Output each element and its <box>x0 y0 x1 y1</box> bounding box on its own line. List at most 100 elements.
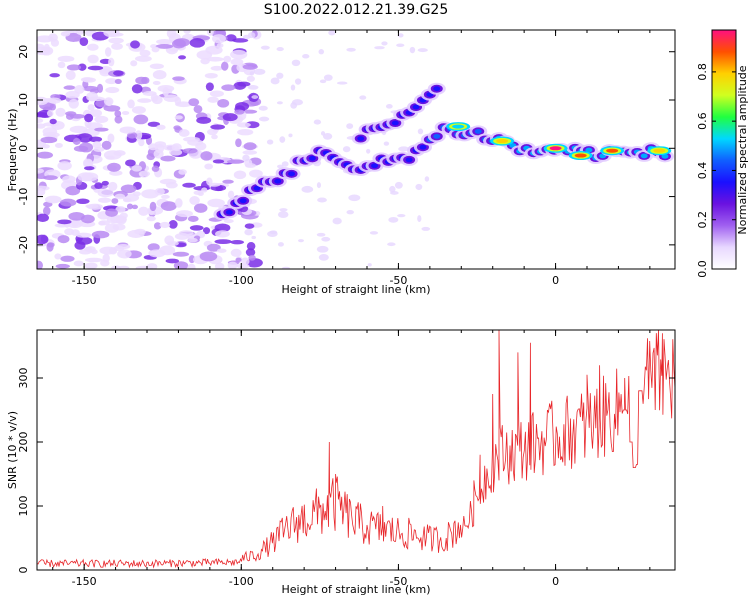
spectrogram-noise-blob <box>37 151 53 159</box>
spectrogram-noise-blob <box>103 30 120 38</box>
spectrogram-noise-blob <box>49 118 57 125</box>
spectrogram-noise-blob <box>153 222 162 230</box>
spectrogram-noise-blob <box>126 203 134 210</box>
spectrogram-noise-blob <box>281 161 289 167</box>
spectrogram-noise-blob <box>94 115 109 124</box>
spectrogram-noise-blob <box>173 38 190 47</box>
spectrogram-noise-blob <box>236 122 251 128</box>
spectrogram-noise-blob <box>138 206 149 216</box>
spectrogram-noise-blob <box>103 97 114 106</box>
spectrogram-noise-blob <box>130 40 140 49</box>
snr-ytick-label: 100 <box>17 496 30 517</box>
spectrogram-ridge-core <box>371 163 379 169</box>
spectrogram-noise-blob <box>114 110 122 118</box>
spectrogram-noise-blob <box>189 38 205 48</box>
spectrogram-noise-blob <box>76 198 90 205</box>
spectrogram-ytick-label: 10 <box>17 93 30 107</box>
spectrogram-noise-blob <box>65 111 77 117</box>
spectrogram-noise-blob <box>122 197 132 203</box>
spectrogram-noise-blob <box>42 127 58 137</box>
spectrogram-noise-blob <box>107 133 115 143</box>
spectrogram-ylabel: Frequency (Hz) <box>6 109 19 192</box>
colorbar-tick-label: 0.6 <box>696 112 709 130</box>
spectrogram-noise-blob <box>221 84 236 91</box>
spectrogram-noise-blob <box>276 47 284 52</box>
spectrogram-noise-blob <box>156 124 166 130</box>
spectrogram-ridge-core <box>661 153 669 159</box>
spectrogram-noise-blob <box>369 231 379 235</box>
snr-xtick-label: -50 <box>389 575 407 588</box>
spectrogram-noise-blob <box>160 201 177 211</box>
spectrogram-noise-blob <box>139 49 151 57</box>
spectrogram-ytick-label: 20 <box>17 45 30 59</box>
spectrogram-noise-blob <box>200 57 210 65</box>
spectrogram-noise-blob <box>243 142 257 151</box>
spectrogram-noise-blob <box>233 170 247 180</box>
spectrogram-noise-blob <box>37 185 50 191</box>
spectrogram-noise-blob <box>42 206 51 216</box>
spectrogram-noise-blob <box>260 45 270 50</box>
spectrogram-noise-blob <box>155 43 174 49</box>
spectrogram-noise-blob <box>291 59 301 67</box>
spectrogram-noise-blob <box>206 243 221 252</box>
spectrogram-noise-blob <box>235 138 242 148</box>
spectrogram-noise-blob <box>245 248 256 257</box>
spectrogram-noise-blob <box>291 99 304 106</box>
snr-series-line <box>37 330 675 569</box>
spectrogram-noise-blob <box>249 169 263 178</box>
spectrogram-noise-blob <box>189 225 204 231</box>
spectrogram-noise-blob <box>183 30 191 34</box>
spectrogram-noise-blob <box>108 37 124 44</box>
spectrogram-noise-blob <box>131 165 143 172</box>
spectrogram-noise-blob <box>320 131 326 136</box>
spectrogram-noise-blob <box>108 181 118 192</box>
spectrogram-noise-blob <box>290 84 296 91</box>
spectrogram-noise-blob <box>37 213 49 222</box>
spectrogram-noise-blob <box>366 148 371 154</box>
spectrogram-noise-blob <box>82 85 99 92</box>
spectrogram-noise-blob <box>37 260 43 269</box>
snr-xtick-label: 0 <box>552 575 559 588</box>
spectrogram-noise-blob <box>65 70 76 81</box>
spectrogram-noise-blob <box>88 96 105 102</box>
spectrogram-noise-blob <box>253 68 266 75</box>
spectrogram-noise-blob <box>230 239 245 245</box>
spectrogram-noise-blob <box>348 194 361 202</box>
spectrogram-noise-blob <box>389 185 396 193</box>
spectrogram-noise-blob <box>141 189 160 199</box>
spectrogram-noise-blob <box>73 260 84 267</box>
spectrogram-xtick-label: -100 <box>229 274 254 287</box>
spectrogram-peak <box>496 139 509 144</box>
spectrogram-noise-blob <box>98 220 106 226</box>
spectrogram-noise-blob <box>79 37 89 46</box>
spectrogram-noise-blob <box>147 243 160 252</box>
spectrogram-noise-blob <box>214 239 232 245</box>
spectrogram-noise-blob <box>415 183 423 191</box>
spectrogram-noise-blob <box>216 248 227 253</box>
spectrogram-noise-blob <box>156 39 173 45</box>
spectrogram-noise-blob <box>221 61 229 71</box>
spectrogram-noise-blob <box>207 96 219 103</box>
spectrogram-noise-blob <box>258 116 270 122</box>
spectrogram-noise-blob <box>90 249 98 255</box>
spectrogram-noise-blob <box>173 261 189 269</box>
spectrogram-noise-blob <box>91 230 110 239</box>
spectrogram-noise-blob <box>150 93 159 102</box>
spectrogram-noise-blob <box>66 64 82 71</box>
spectrogram-noise-blob <box>165 258 180 264</box>
spectrogram-noise-blob <box>81 172 99 182</box>
spectrogram-noise-blob <box>101 180 109 186</box>
spectrogram-noise-blob <box>147 121 161 127</box>
spectrogram-noise-blob <box>57 61 66 69</box>
spectrogram-peak <box>549 146 562 151</box>
spectrogram-noise-blob <box>113 70 124 76</box>
spectrogram-noise-blob <box>115 205 126 213</box>
spectrogram-noise-blob <box>176 210 193 218</box>
snr-axes: -150 -100 -50 0 0 100 200 300 <box>17 330 675 588</box>
spectrogram-noise-blob <box>316 232 326 237</box>
spectrogram-noise-blob <box>248 254 256 261</box>
spectrogram-noise-blob <box>105 155 115 160</box>
spectrogram-noise-blob <box>82 77 96 83</box>
spectrogram-noise-blob <box>206 30 214 36</box>
snr-frame <box>36 329 676 571</box>
